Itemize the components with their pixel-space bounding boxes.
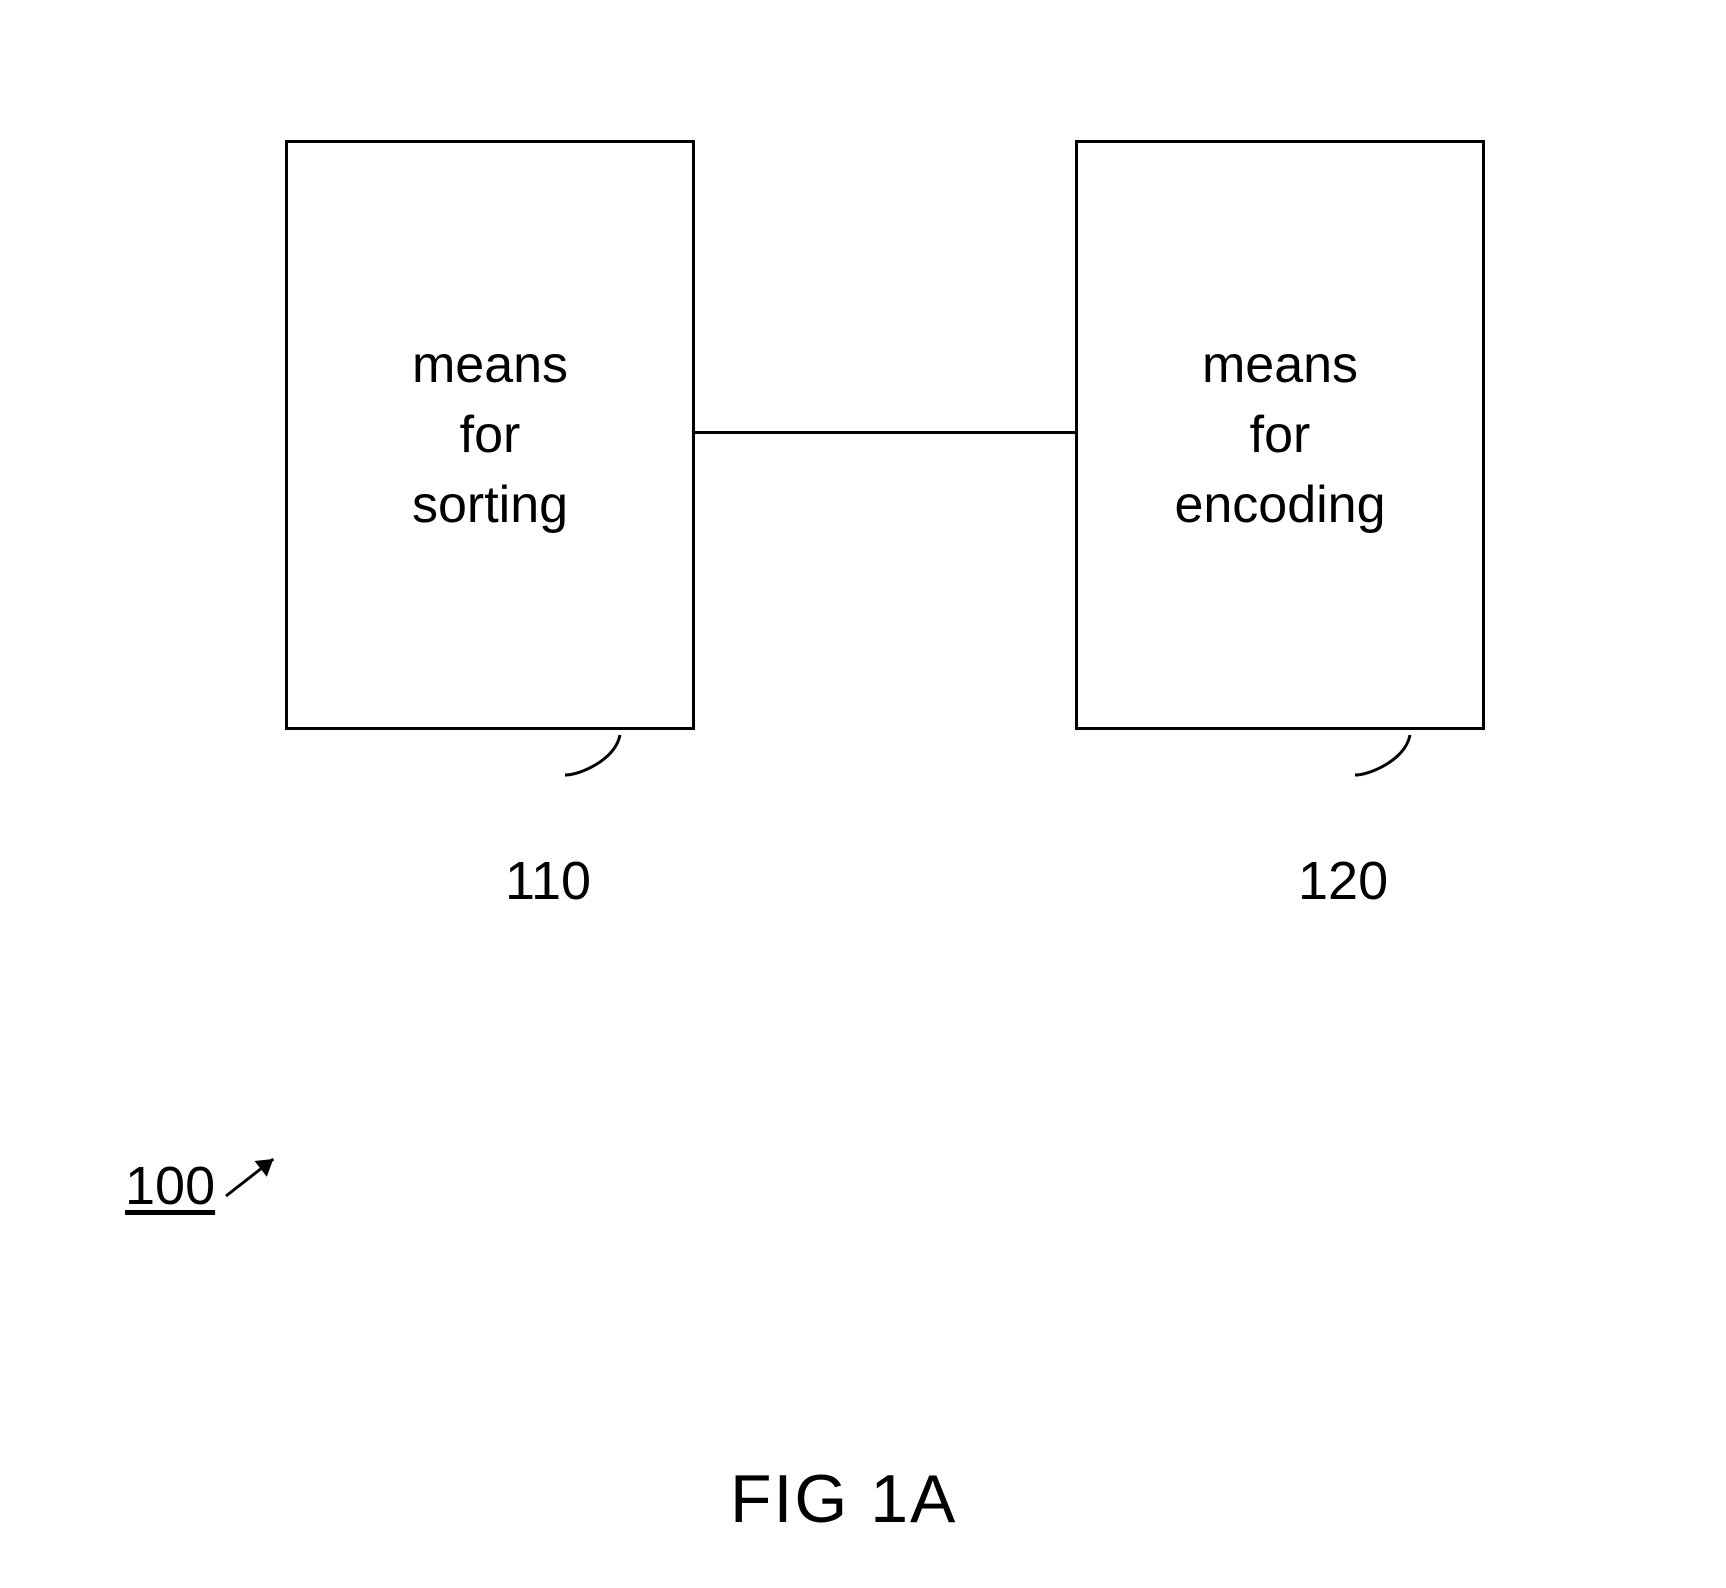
block-sorting-text: means for sorting <box>412 330 568 541</box>
diagram-container: means for sorting means for encoding 110… <box>0 0 1726 1588</box>
connector-line <box>695 431 1075 434</box>
figure-label: FIG 1A <box>730 1460 957 1538</box>
block-sorting: means for sorting <box>285 140 695 730</box>
block-encoding-line-1: for <box>1174 400 1385 470</box>
block-sorting-line-0: means <box>412 330 568 400</box>
system-ref-arrow-icon <box>221 1126 311 1216</box>
block-encoding-line-0: means <box>1174 330 1385 400</box>
block-encoding-text: means for encoding <box>1174 330 1385 541</box>
block-encoding-line-2: encoding <box>1174 470 1385 540</box>
block-encoding: means for encoding <box>1075 140 1485 730</box>
ref-label-110: 110 <box>505 850 591 912</box>
ref-label-120: 120 <box>1298 850 1388 912</box>
block-sorting-line-1: for <box>412 400 568 470</box>
block-sorting-line-2: sorting <box>412 470 568 540</box>
system-ref: 100 <box>125 1155 311 1217</box>
system-ref-number: 100 <box>125 1155 215 1217</box>
